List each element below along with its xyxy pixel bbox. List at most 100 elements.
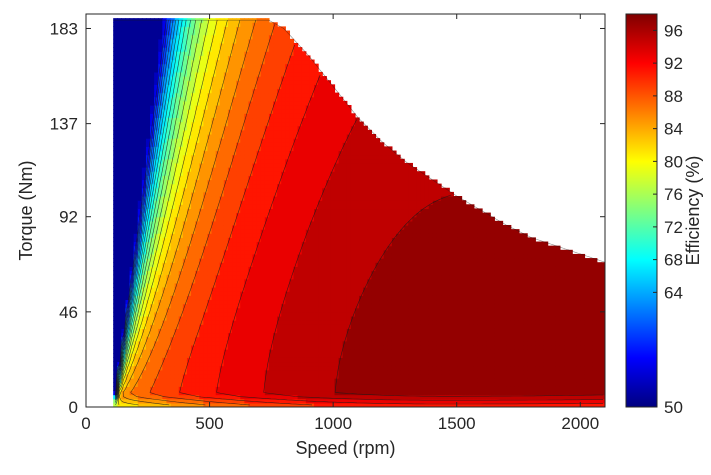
- heatmap-cell: [297, 224, 303, 230]
- heatmap-cell: [260, 154, 266, 160]
- heatmap-cell: [322, 96, 327, 102]
- heatmap-cell: [236, 216, 241, 222]
- heatmap-cell: [285, 278, 291, 284]
- heatmap-cell: [219, 121, 225, 127]
- heatmap-cell: [162, 369, 168, 375]
- heatmap-cell: [174, 332, 180, 338]
- heatmap-cell: [285, 200, 291, 205]
- heatmap-cell: [178, 220, 184, 226]
- heatmap-cell: [125, 162, 131, 168]
- heatmap-cell: [273, 26, 278, 32]
- heatmap-cell: [219, 311, 225, 317]
- heatmap-cell: [244, 196, 250, 201]
- heatmap-cell: [121, 307, 127, 313]
- heatmap-cell: [154, 233, 159, 238]
- heatmap-cell: [223, 299, 229, 305]
- heatmap-cell: [293, 299, 299, 305]
- heatmap-cell: [244, 34, 250, 40]
- heatmap-cell: [174, 344, 180, 350]
- heatmap-cell: [186, 59, 192, 65]
- heatmap-cell: [150, 84, 155, 90]
- heatmap-cell: [260, 100, 266, 106]
- heatmap-cell: [162, 55, 168, 61]
- heatmap-cell: [162, 187, 168, 193]
- heatmap-cell: [215, 196, 221, 201]
- heatmap-cell: [277, 38, 282, 44]
- heatmap-cell: [273, 299, 278, 305]
- heatmap-cell: [273, 38, 278, 44]
- heatmap-cell: [301, 229, 307, 234]
- heatmap-cell: [133, 100, 139, 106]
- heatmap-cell: [273, 196, 278, 201]
- heatmap-cell: [330, 394, 336, 400]
- heatmap-cell: [223, 80, 229, 85]
- heatmap-cell: [113, 30, 118, 36]
- heatmap-cell: [248, 361, 254, 367]
- heatmap-cell: [273, 117, 278, 123]
- heatmap-cell: [203, 121, 209, 127]
- heatmap-cell: [236, 204, 241, 210]
- heatmap-cell: [293, 146, 299, 152]
- heatmap-cell: [203, 34, 209, 40]
- heatmap-cell: [268, 320, 274, 325]
- heatmap-cell: [285, 262, 291, 267]
- heatmap-cell: [170, 51, 176, 56]
- heatmap-cell: [232, 183, 237, 189]
- heatmap-cell: [219, 224, 225, 230]
- heatmap-cell: [264, 357, 270, 363]
- heatmap-cell: [150, 105, 155, 110]
- heatmap-cell: [326, 336, 332, 342]
- heatmap-cell: [174, 92, 180, 98]
- heatmap-cell: [322, 80, 327, 85]
- heatmap-cell: [314, 274, 319, 280]
- heatmap-cell: [260, 353, 266, 358]
- heatmap-cell: [117, 105, 122, 110]
- heatmap-cell: [297, 138, 303, 143]
- heatmap-cell: [232, 328, 237, 334]
- heatmap-cell: [260, 146, 266, 152]
- heatmap-cell: [150, 365, 155, 371]
- heatmap-cell: [174, 315, 180, 321]
- heatmap-cell: [211, 233, 217, 238]
- heatmap-cell: [145, 361, 151, 367]
- heatmap-cell: [145, 291, 151, 296]
- heatmap-cell: [232, 390, 237, 396]
- heatmap-cell: [236, 63, 241, 69]
- heatmap-cell: [227, 340, 233, 346]
- heatmap-cell: [219, 274, 225, 280]
- heatmap-cell: [154, 390, 159, 396]
- heatmap-cell: [322, 133, 327, 139]
- heatmap-cell: [285, 183, 291, 189]
- heatmap-cell: [137, 162, 143, 168]
- heatmap-cell: [273, 109, 278, 114]
- heatmap-cell: [113, 274, 118, 280]
- heatmap-cell: [182, 398, 188, 404]
- heatmap-cell: [318, 349, 323, 354]
- heatmap-cell: [117, 278, 122, 284]
- heatmap-cell: [121, 320, 127, 325]
- heatmap-cell: [281, 390, 286, 396]
- heatmap-cell: [129, 67, 135, 73]
- heatmap-cell: [170, 398, 176, 404]
- heatmap-cell: [113, 373, 118, 379]
- heatmap-cell: [166, 332, 172, 338]
- heatmap-cell: [268, 167, 274, 172]
- heatmap-cell: [125, 365, 131, 371]
- heatmap-cell: [285, 274, 291, 280]
- heatmap-cell: [277, 80, 282, 85]
- heatmap-cell: [219, 208, 225, 214]
- heatmap-cell: [129, 80, 135, 85]
- heatmap-cell: [273, 398, 278, 404]
- heatmap-cell: [256, 92, 262, 98]
- heatmap-cell: [215, 113, 221, 119]
- heatmap-cell: [137, 278, 143, 284]
- heatmap-cell: [264, 320, 270, 325]
- heatmap-cell: [215, 51, 221, 56]
- heatmap-cell: [199, 303, 204, 309]
- heatmap-cell: [211, 390, 217, 396]
- heatmap-cell: [322, 353, 327, 358]
- heatmap-cell: [256, 278, 262, 284]
- heatmap-cell: [129, 249, 135, 255]
- heatmap-cell: [121, 30, 127, 36]
- heatmap-cell: [240, 18, 245, 23]
